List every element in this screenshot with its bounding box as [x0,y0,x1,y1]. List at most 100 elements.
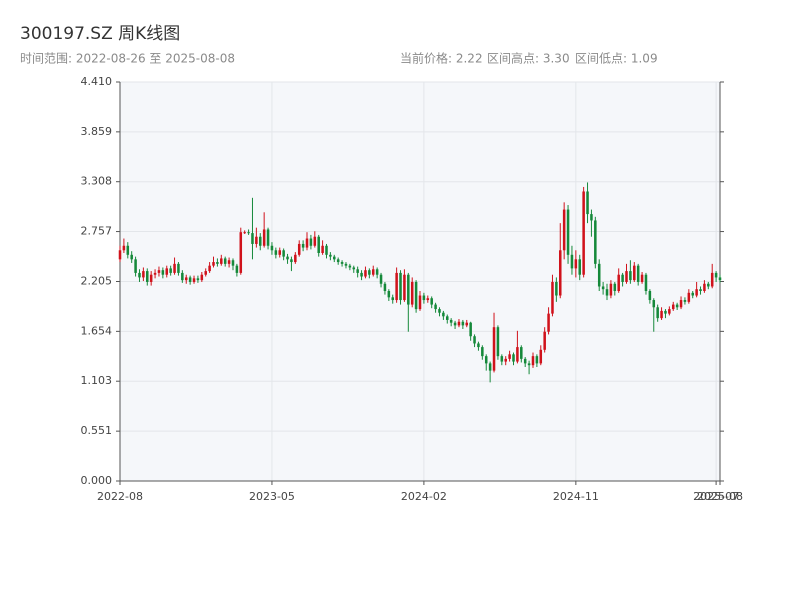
candle-body [718,277,722,281]
candle-body [181,272,184,281]
candle-body [340,262,344,264]
candle-body [675,304,679,308]
candle-body [629,271,632,281]
candle-body [251,233,254,244]
candle-body [305,238,309,248]
candle-body [597,263,601,287]
candle-body [329,254,332,257]
candle-body [360,272,363,277]
candle-body [699,289,702,291]
candle-body [391,297,394,301]
candle-body [364,270,367,277]
candle-body [594,220,597,264]
candle-body [492,327,496,371]
candle-body [484,356,488,364]
candle-body [570,254,574,269]
candle-body [333,256,336,260]
candle-body [652,300,656,308]
candle-body [574,259,578,269]
x-tick-label: 2025-07 [693,490,739,503]
candle-body [313,236,317,246]
candle-body [539,349,543,364]
candle-body [274,250,278,255]
candle-body [481,347,484,357]
stat-current: 当前价格: 2.22 [400,51,483,66]
candle-body [547,313,550,332]
candle-body [290,259,293,263]
candle-body [504,358,507,362]
candle-body [356,269,359,273]
candle-body [551,281,554,314]
candle-body [177,263,180,273]
candle-body [192,278,196,282]
candle-body [640,274,644,282]
candle-body [512,354,515,362]
candle-body [220,258,223,264]
candle-body [609,283,613,296]
candle-body [578,259,582,275]
candle-body [508,354,511,359]
candle-body [282,250,285,257]
y-tick-label: 3.859 [81,125,113,138]
candle-body [325,245,328,255]
candle-body [297,243,301,255]
chart-title: 300197.SZ 周K线图 [20,24,180,44]
candle-body [691,292,694,296]
y-tick-label: 2.757 [81,225,113,238]
candle-body [410,281,414,305]
candle-body [352,267,356,270]
candle-body [188,277,192,282]
candle-body [535,356,539,364]
candle-body [309,238,313,246]
candle-body [473,336,476,344]
x-tick-label: 2024-02 [401,490,447,503]
candle-body [216,262,219,264]
candle-body [488,363,492,371]
candle-body [371,269,375,275]
candle-body [344,263,348,266]
x-tick-label: 2023-05 [249,490,295,503]
candle-body [395,272,398,301]
candle-body [200,274,204,281]
candle-body [258,236,262,246]
candle-body [270,245,274,251]
candle-body [656,307,659,319]
candle-body [430,298,433,305]
candle-body [212,262,215,266]
candle-body [438,309,441,313]
candle-body [118,250,122,260]
candle-body [668,309,671,314]
candle-body [286,256,289,260]
candle-body [414,281,418,310]
candle-body [457,321,461,326]
candle-body [500,356,504,362]
x-tick-label: 2024-11 [553,490,599,503]
candle-body [403,274,406,301]
y-tick-label: 1.654 [81,324,113,337]
candle-body [453,322,457,326]
candle-body [582,191,585,275]
candle-body [586,191,589,215]
candle-body [496,327,500,357]
candle-body [294,254,297,263]
candle-body [442,312,445,317]
candle-body [336,259,340,263]
candle-body [321,245,324,253]
candle-body [204,271,207,275]
candle-body [636,265,640,282]
candle-body [208,265,211,272]
candle-body [157,270,161,273]
candle-body [446,316,449,320]
candle-body [555,281,558,296]
candle-body [142,271,145,278]
candle-body [434,304,437,310]
candle-body [531,356,535,366]
candle-body [153,272,157,275]
y-tick-label: 4.410 [81,75,113,88]
candle-body [449,319,453,323]
candle-body [621,274,624,282]
candle-body [523,358,527,364]
candle-body [375,269,379,275]
candle-body [660,310,663,319]
